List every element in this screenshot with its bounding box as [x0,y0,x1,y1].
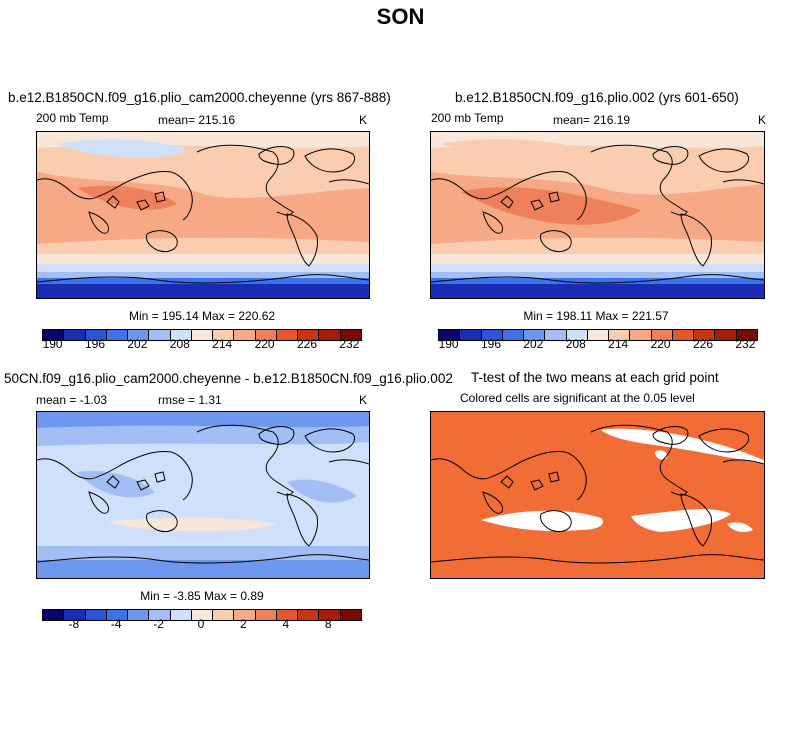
panel2-colorbar-segment [651,330,673,340]
panel1-colorbar-tick-label: 190 [42,337,63,351]
panel1-colorbar-segment [298,330,320,340]
panel2-colorbar-tick-label: 232 [735,337,756,351]
panel1-colorbar [42,329,362,341]
panel2-colorbar [438,329,758,341]
panel1-colorbar-segment [255,330,277,340]
panel3-colorbar-segment [234,610,256,620]
panel3-colorbar-tick-label: 4 [282,617,290,631]
panel3-colorbar-segment [340,610,361,620]
panel2-colorbar-segment [736,330,757,340]
panel2-title: b.e12.B1850CN.f09_g16.plio.002 (yrs 601-… [455,90,739,105]
panel2-map [430,131,765,299]
panel1-units-label: K [359,113,368,127]
panel2-colorbar-tick-label: 226 [692,337,714,351]
panel2-colorbar-segment [694,330,716,340]
panel2-colorbar-tick-label: 208 [565,337,586,351]
panel2-colorbar-tick-label: 190 [438,337,459,351]
panel2-mean-label: mean= 216.19 [553,113,631,127]
panel3-colorbar-tick-label: 8 [324,617,332,631]
panel1-colorbar-tick-label: 214 [212,337,233,351]
panel4-subtitle: Colored cells are significant at the 0.0… [460,391,695,405]
panel2-variable-label: 200 mb Temp [431,111,504,125]
panel3-mean-label: mean = -1.03 [36,393,108,407]
panel1-mean-label: mean= 215.16 [158,113,236,127]
panel3-colorbar-segment [85,610,107,620]
panel1-colorbar-tick-label: 202 [127,337,148,351]
panel3-map [36,411,370,579]
panel1-colorbar-tick-label: 220 [254,337,275,351]
panel2-colorbar-segment [460,330,482,340]
panel1-colorbar-tick-label: 208 [169,337,190,351]
panel1-colorbar-segment [64,330,86,340]
panel3-rmse-label: rmse = 1.31 [158,393,222,407]
panel3-colorbar-tick-label: -8 [68,617,80,631]
panel1-colorbar-tick-label: 226 [296,337,318,351]
panel3-minmax: Min = -3.85 Max = 0.89 [140,589,264,603]
panel2-colorbar-segment [502,330,525,340]
panel3-colorbar-segment [191,610,214,620]
panel2-colorbar-segment [481,330,503,340]
panel1-colorbar-segment [319,330,341,340]
panel1-colorbar-tick-label: 196 [84,337,106,351]
panel3-colorbar-segment [276,610,299,620]
panel2-colorbar-segment [672,330,695,340]
panel3-colorbar-tick-label: 0 [197,617,205,631]
panel2-colorbar-segment [439,330,461,340]
panel1-colorbar-segment [213,330,235,340]
panel3-colorbar-segment [255,610,277,620]
panel3-colorbar-segment [106,610,129,620]
panel3-units-label: K [359,393,368,407]
panel4-map [430,411,765,579]
panel2-colorbar-segment [587,330,610,340]
panel3-colorbar-segment [319,610,341,620]
panel2-units-label: K [758,113,767,127]
panel1-colorbar-segment [128,330,150,340]
panel2-colorbar-tick-label: 220 [650,337,671,351]
panel3-colorbar-segment [149,610,171,620]
panel2-colorbar-segment [715,330,737,340]
panel2-colorbar-tick-label: 202 [523,337,544,351]
panel3-colorbar-tick-label: 2 [240,617,247,631]
panel2-minmax: Min = 198.11 Max = 221.57 [523,309,669,323]
panel2-colorbar-tick-label: 196 [480,337,502,351]
panel2-colorbar-segment [566,330,588,340]
panel2-colorbar-segment [545,330,567,340]
panel2-colorbar-segment [524,330,546,340]
panel1-colorbar-tick-label: 232 [339,337,360,351]
panel3-colorbar [42,609,362,621]
panel3-colorbar-tick-label: -4 [110,617,122,631]
panel3-colorbar-segment [213,610,235,620]
panel3-colorbar-segment [128,610,150,620]
panel4-title: T-test of the two means at each grid poi… [471,370,719,385]
panel1-colorbar-segment [43,330,65,340]
panel1-title: b.e12.B1850CN.f09_g16.plio_cam2000.cheye… [8,90,391,105]
panel1-colorbar-segment [170,330,192,340]
panel3-colorbar-segment [64,610,86,620]
panel1-colorbar-segment [234,330,256,340]
panel1-minmax: Min = 195.14 Max = 220.62 [128,309,276,323]
panel1-colorbar-segment [276,330,299,340]
panel1-colorbar-segment [106,330,129,340]
panel1-colorbar-segment [191,330,214,340]
panel1-colorbar-segment [85,330,107,340]
panel1-variable-label: 200 mb Temp [36,111,109,125]
panel3-colorbar-segment [43,610,65,620]
figure-title: SON [376,4,425,29]
panel1-map [36,131,370,299]
panel1-colorbar-segment [340,330,361,340]
panel3-colorbar-segment [170,610,192,620]
panel2-colorbar-tick-label: 214 [608,337,629,351]
panel2-colorbar-segment [630,330,652,340]
panel2-colorbar-segment [609,330,631,340]
panel1-colorbar-segment [149,330,171,340]
panel3-colorbar-segment [298,610,320,620]
panel3-title: 50CN.f09_g16.plio_cam2000.cheyenne - b.e… [4,371,453,386]
panel3-colorbar-tick-label: -2 [153,617,164,631]
